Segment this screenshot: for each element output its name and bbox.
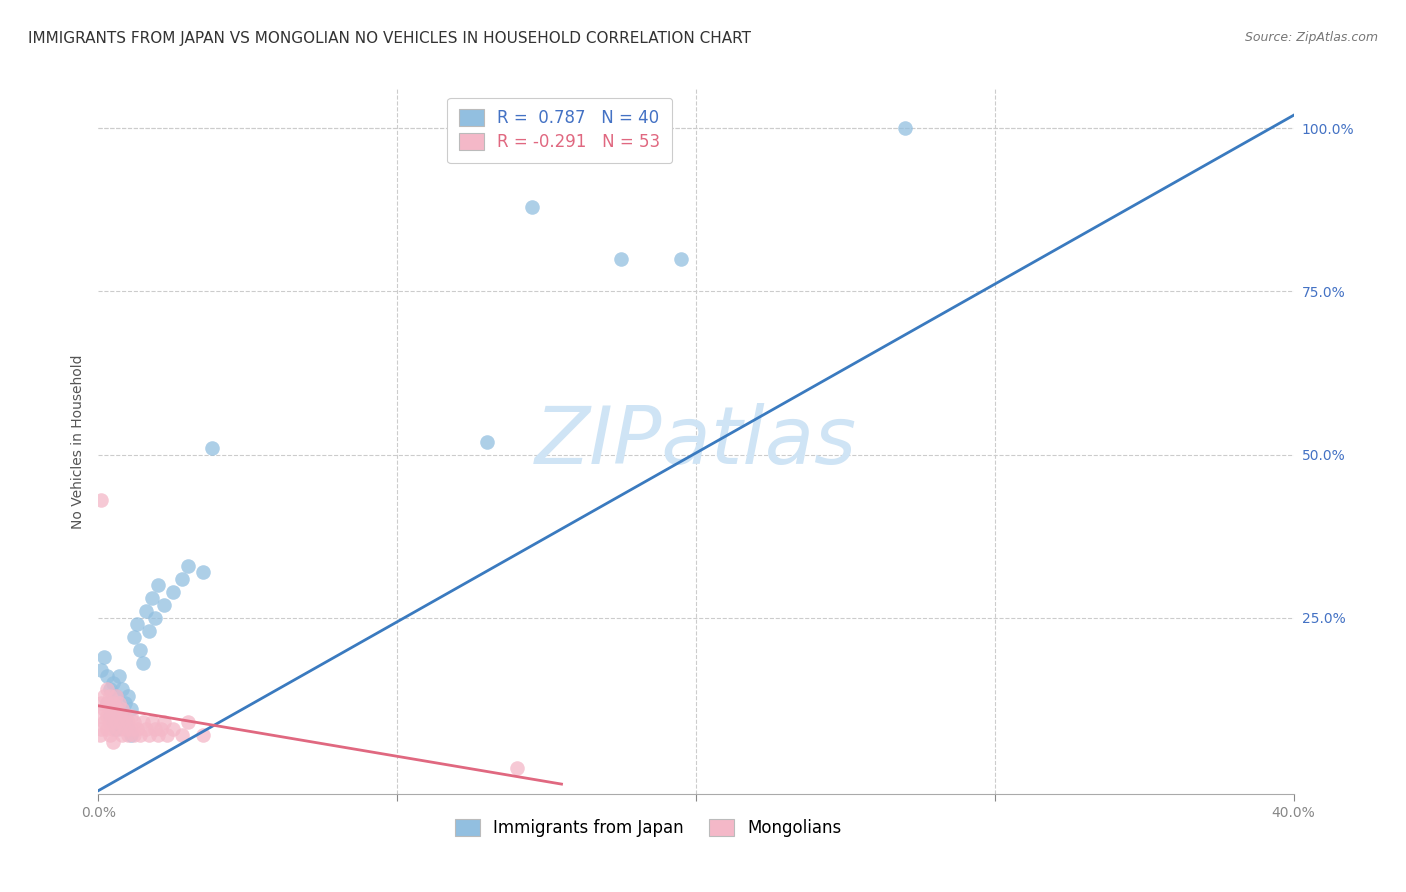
Point [90,722,112,736]
Point [201,441,224,455]
Point [172,728,194,742]
Legend: Immigrants from Japan, Mongolians: Immigrants from Japan, Mongolians [443,807,853,849]
Point [93,715,115,730]
Point [108,708,131,723]
Point [141,715,163,730]
Y-axis label: No Vehicles in Household: No Vehicles in Household [70,354,84,529]
Point [138,624,160,638]
Point [98,715,122,730]
Point [138,728,160,742]
Point [124,728,146,742]
Point [103,734,125,748]
Point [117,728,139,742]
Point [117,715,139,730]
Point [132,657,155,671]
Point [108,722,131,736]
Point [108,702,131,716]
Point [162,722,184,736]
Point [103,676,125,690]
Point [120,708,142,723]
Point [103,708,125,723]
Point [93,649,115,664]
Point [143,722,166,736]
Point [114,696,136,710]
Text: ZIPatlas: ZIPatlas [534,402,858,481]
Point [124,715,146,730]
Point [96,696,118,710]
Point [177,715,200,730]
Point [108,669,131,683]
Point [98,702,122,716]
Point [117,722,139,736]
Point [148,728,170,742]
Point [105,722,128,736]
Point [127,617,149,632]
Point [150,722,173,736]
Point [90,696,112,710]
Point [520,200,543,214]
Point [124,630,146,644]
Point [172,572,194,586]
Point [96,696,118,710]
Point [90,493,112,508]
Point [96,669,118,683]
Point [105,689,128,703]
Point [506,761,529,775]
Point [120,728,142,742]
Point [103,715,125,730]
Point [475,434,498,449]
Point [98,708,122,723]
Point [103,696,125,710]
Point [93,689,115,703]
Point [148,578,170,592]
Point [129,643,152,657]
Point [669,252,692,266]
Point [114,722,136,736]
Point [162,584,184,599]
Point [156,728,179,742]
Text: Source: ZipAtlas.com: Source: ZipAtlas.com [1244,31,1378,45]
Point [127,722,149,736]
Point [96,722,118,736]
Point [610,252,633,266]
Point [191,565,214,579]
Point [90,663,112,677]
Point [105,689,128,703]
Point [108,696,131,710]
Point [114,715,136,730]
Point [111,715,134,730]
Point [98,682,122,697]
Point [177,558,200,573]
Point [120,702,142,716]
Point [89,728,111,742]
Point [132,715,155,730]
Point [114,708,136,723]
Point [105,702,128,716]
Point [98,689,122,703]
Point [111,702,134,716]
Text: IMMIGRANTS FROM JAPAN VS MONGOLIAN NO VEHICLES IN HOUSEHOLD CORRELATION CHART: IMMIGRANTS FROM JAPAN VS MONGOLIAN NO VE… [28,31,751,46]
Point [103,722,125,736]
Point [96,682,118,697]
Point [894,121,917,136]
Point [153,598,176,612]
Point [191,728,214,742]
Point [135,722,157,736]
Point [120,722,142,736]
Point [111,728,134,742]
Point [143,611,166,625]
Point [98,728,122,742]
Point [93,702,115,716]
Point [96,708,118,723]
Point [141,591,163,606]
Point [111,682,134,697]
Point [90,708,112,723]
Point [153,715,176,730]
Point [117,689,139,703]
Point [129,728,152,742]
Point [111,708,134,723]
Point [135,604,157,618]
Point [105,715,128,730]
